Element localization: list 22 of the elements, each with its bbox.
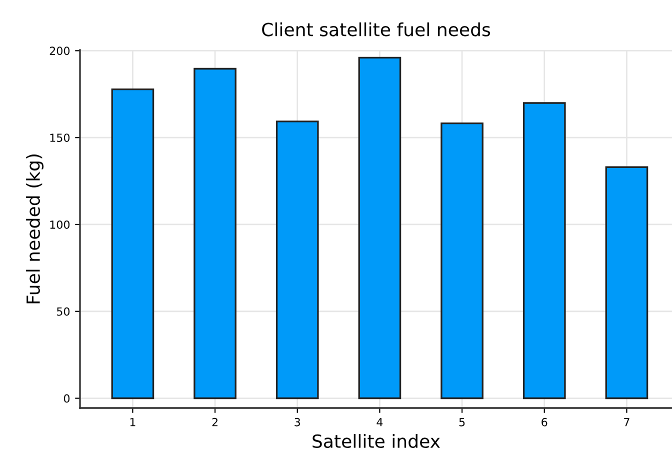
y-tick-label: 150 [50,134,70,142]
x-tick-label: 2 [212,418,218,426]
bar [358,56,402,400]
x-tick-label: 4 [376,418,383,426]
y-axis-title: Fuel needed (kg) [26,154,44,304]
y-tick-label: 50 [56,307,70,316]
bar [440,122,484,400]
x-tick-label: 3 [294,418,300,426]
y-tick-label: 100 [50,220,70,229]
bar [276,120,319,400]
bar [522,102,566,400]
y-tick-label: 200 [50,46,70,56]
x-tick-label: 1 [130,418,136,426]
x-tick-label: 6 [542,418,548,426]
y-tick-label: 0 [64,394,70,403]
bar [111,88,154,400]
x-axis-title: Satellite index [312,434,440,448]
bar [605,166,648,400]
chart-title: Client satellite fuel needs [262,22,490,36]
x-tick-label: 7 [624,418,630,426]
bar [194,68,236,400]
x-tick-label: 5 [459,418,465,426]
